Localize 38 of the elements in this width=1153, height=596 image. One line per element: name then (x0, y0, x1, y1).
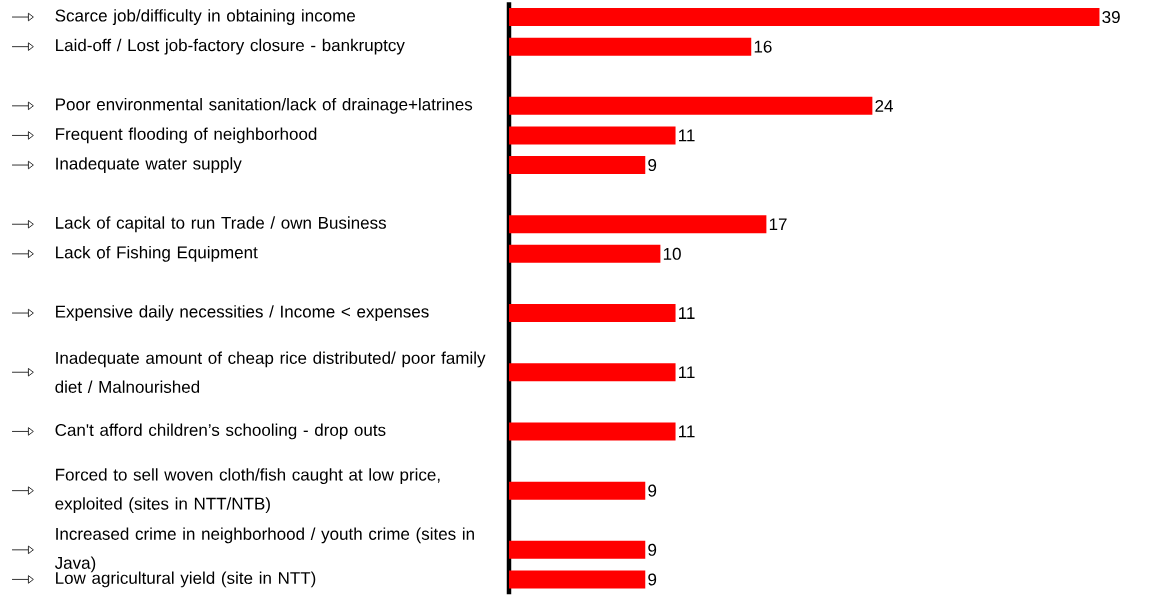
data-label: 9 (648, 484, 657, 497)
y-tick-label: Forced to sell woven cloth/fish caught at low price, exploited (sites in NTT/NTB) (55, 467, 440, 513)
y-tick-label: Low agricultural yield (site in NTT) (56, 571, 316, 588)
bar (509, 540, 646, 559)
data-label: 16 (754, 40, 772, 53)
data-label: 11 (679, 366, 695, 378)
data-label: 24 (875, 99, 893, 112)
bar (509, 363, 676, 382)
y-tick-label: Scarce job/difficulty in obtaining income (55, 8, 355, 25)
bar (509, 215, 767, 234)
y-tick-label: Can't afford children’s schooling - drop outs (55, 423, 386, 440)
bar (509, 303, 676, 322)
y-tick-label: Inadequate amount of cheap rice distributed/ poor family diet / Malnourished (55, 351, 486, 393)
data-label: 9 (648, 543, 657, 556)
data-label: 9 (648, 573, 657, 586)
bar (509, 155, 646, 174)
data-label: 11 (679, 306, 695, 319)
data-label: 11 (679, 129, 695, 142)
y-tick-label: Lack of capital to run Trade / own Business (56, 216, 386, 232)
y-tick-label: Lack of Fishing Equipment (56, 245, 258, 262)
bar (509, 37, 752, 56)
y-tick-label: Laid-off / Lost job-factory closure - bankruptcy (56, 38, 405, 55)
y-tick-label: Poor environmental sanitation/lack of drainage+latrines (56, 97, 473, 114)
y-tick-label: Expensive daily necessities / Income < expenses (56, 304, 429, 321)
data-label: 10 (663, 247, 681, 260)
bar (509, 244, 661, 263)
bar (509, 96, 873, 115)
bar (509, 570, 646, 589)
bar (509, 422, 676, 441)
bar (509, 7, 1100, 26)
bar (509, 481, 646, 500)
y-tick-label: Inadequate water supply (56, 156, 242, 173)
bar (509, 126, 676, 145)
y-tick-label: Frequent flooding of neighborhood (56, 127, 317, 144)
data-label: 9 (648, 158, 657, 171)
data-label: 11 (679, 425, 695, 438)
data-label: 17 (769, 218, 787, 230)
data-label: 39 (1102, 10, 1120, 23)
